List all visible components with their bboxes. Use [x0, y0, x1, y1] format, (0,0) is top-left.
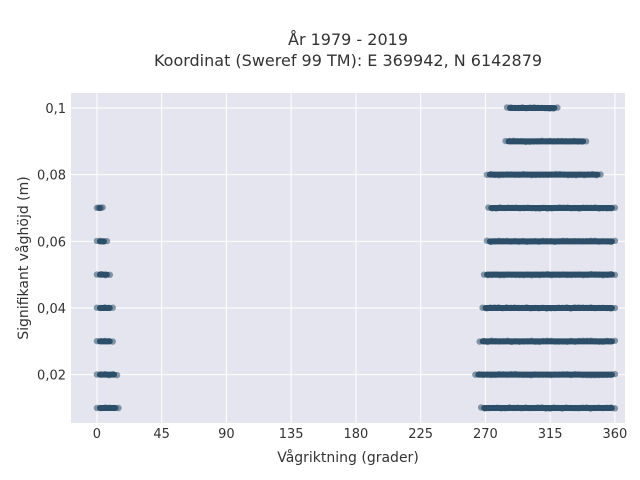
data-point	[109, 304, 116, 311]
y-axis-label: Signifikant våghöjd (m)	[15, 176, 32, 339]
data-point	[611, 237, 619, 245]
x-tick-label: 0	[93, 427, 101, 442]
data-point	[99, 204, 106, 211]
plot-area	[71, 93, 625, 423]
y-tick-label: 0,08	[37, 169, 66, 184]
y-tick-label: 0,04	[37, 302, 66, 317]
x-axis-ticks: 0 45 90 135 180 225 270 315 360	[93, 427, 628, 442]
data-point	[611, 204, 619, 211]
x-tick-label: 180	[344, 427, 369, 442]
data-point	[611, 405, 619, 412]
y-tick-label: 0,02	[37, 369, 66, 384]
x-tick-label: 45	[153, 427, 170, 442]
chart-title: År 1979 - 2019	[288, 30, 408, 49]
y-axis-ticks: 0,02 0,04 0,06 0,08 0,1	[37, 102, 66, 384]
data-point	[597, 171, 604, 178]
x-tick-label: 360	[603, 427, 628, 442]
data-point	[611, 271, 619, 279]
data-point	[109, 338, 116, 345]
x-tick-label: 315	[538, 427, 563, 442]
data-point	[103, 237, 111, 245]
x-tick-label: 270	[473, 427, 498, 442]
y-tick-label: 0,1	[45, 102, 66, 117]
data-point	[582, 138, 590, 145]
data-point	[611, 337, 619, 344]
x-tick-label: 90	[218, 427, 235, 442]
x-axis-label: Vågriktning (grader)	[277, 449, 419, 466]
y-tick-label: 0,06	[37, 235, 66, 250]
data-point	[106, 271, 114, 279]
x-tick-label: 135	[279, 427, 304, 442]
data-point	[611, 304, 619, 312]
data-point	[113, 371, 121, 379]
data-points	[93, 104, 619, 412]
chart-subtitle: Koordinat (Sweref 99 TM): E 369942, N 61…	[154, 51, 542, 70]
data-point	[611, 370, 619, 378]
data-point	[115, 404, 122, 412]
data-point	[554, 104, 561, 111]
x-tick-label: 225	[408, 427, 433, 442]
